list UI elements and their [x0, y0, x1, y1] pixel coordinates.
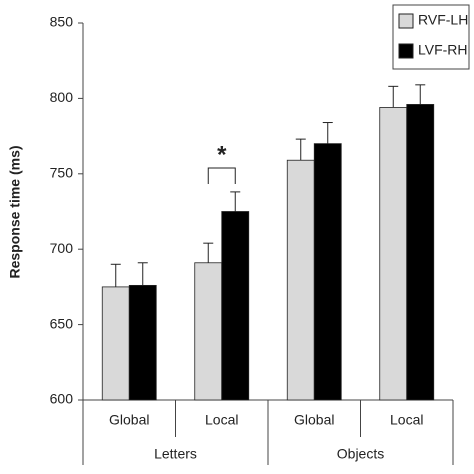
bar: [194, 262, 223, 401]
error-bar: [203, 242, 214, 263]
x-tick-label: Global: [109, 412, 149, 428]
y-tick-label: 750: [50, 165, 74, 181]
bar: [128, 284, 157, 401]
bar: [406, 104, 435, 401]
bar: [101, 286, 130, 401]
x-tick-label: Local: [205, 412, 238, 428]
group-label: Objects: [337, 446, 384, 462]
error-bar: [110, 263, 121, 287]
legend-label: RVF-LH: [418, 12, 468, 28]
x-tick-label: Local: [390, 412, 423, 428]
error-bar: [322, 122, 333, 144]
bar: [379, 107, 408, 401]
y-tick-label: 600: [50, 391, 74, 407]
legend-swatch: [398, 13, 414, 29]
y-tick-label: 700: [50, 240, 74, 256]
y-tick-label: 800: [50, 89, 74, 105]
bar: [221, 211, 250, 401]
error-bar: [415, 84, 426, 105]
bar: [286, 159, 315, 401]
legend-swatch: [398, 43, 414, 59]
significance-bracket: [207, 167, 236, 184]
x-tick-label: Global: [294, 412, 334, 428]
error-bar: [295, 138, 306, 161]
significance-marker: *: [217, 141, 227, 168]
error-bar: [388, 85, 399, 108]
bar: [313, 143, 342, 401]
error-bar: [137, 262, 148, 286]
y-tick-label: 850: [50, 14, 74, 30]
error-bar: [230, 191, 241, 212]
y-axis-label: Response time (ms): [7, 145, 23, 278]
y-tick-label: 650: [50, 315, 74, 331]
legend-label: LVF-RH: [418, 42, 468, 58]
group-label: Letters: [154, 446, 197, 462]
